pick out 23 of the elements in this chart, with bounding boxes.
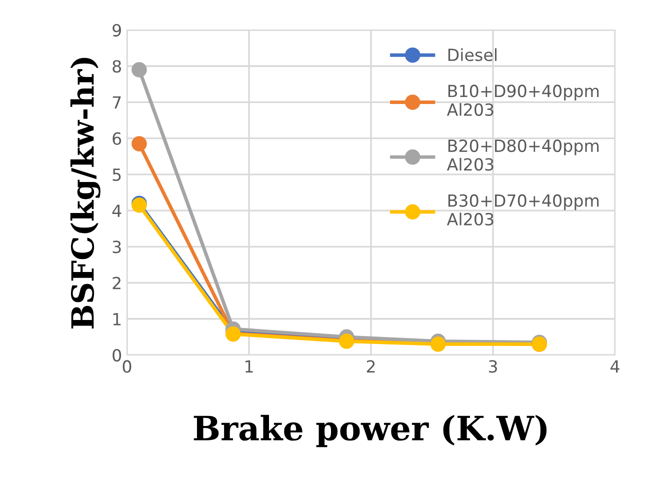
legend-label: Diesel bbox=[448, 48, 496, 62]
x-tick-label: 3 bbox=[488, 360, 497, 373]
y-tick-label: 0 bbox=[112, 348, 122, 362]
y-tick-label: 3 bbox=[112, 240, 121, 254]
legend-label: B10+D90+40ppm Al203 bbox=[446, 84, 599, 116]
x-tick-label: 2 bbox=[366, 360, 375, 373]
x-axis-title: Brake power (K.W) bbox=[194, 414, 547, 448]
y-tick-label: 4 bbox=[112, 204, 122, 217]
x-tick-label: 0 bbox=[122, 360, 132, 373]
y-axis-title: BSFC(kg/kw-hr) bbox=[70, 58, 100, 329]
y-tick-label: 5 bbox=[112, 168, 121, 182]
y-tick-label: 8 bbox=[112, 60, 121, 73]
legend-label: B20+D80+40ppm Al203 bbox=[446, 139, 599, 171]
x-tick-label: 4 bbox=[610, 360, 620, 373]
point bbox=[132, 136, 147, 152]
x-tick-label: 1 bbox=[246, 360, 253, 373]
y-tick-label: 6 bbox=[112, 132, 122, 145]
point bbox=[132, 62, 147, 78]
y-tick-label: 9 bbox=[112, 24, 121, 37]
y-tick-label: 1 bbox=[113, 313, 121, 326]
y-tick-label: 2 bbox=[112, 276, 120, 290]
y-tick-label: 7 bbox=[112, 96, 121, 109]
legend-label: B30+D70+40ppm Al203 bbox=[446, 194, 599, 226]
